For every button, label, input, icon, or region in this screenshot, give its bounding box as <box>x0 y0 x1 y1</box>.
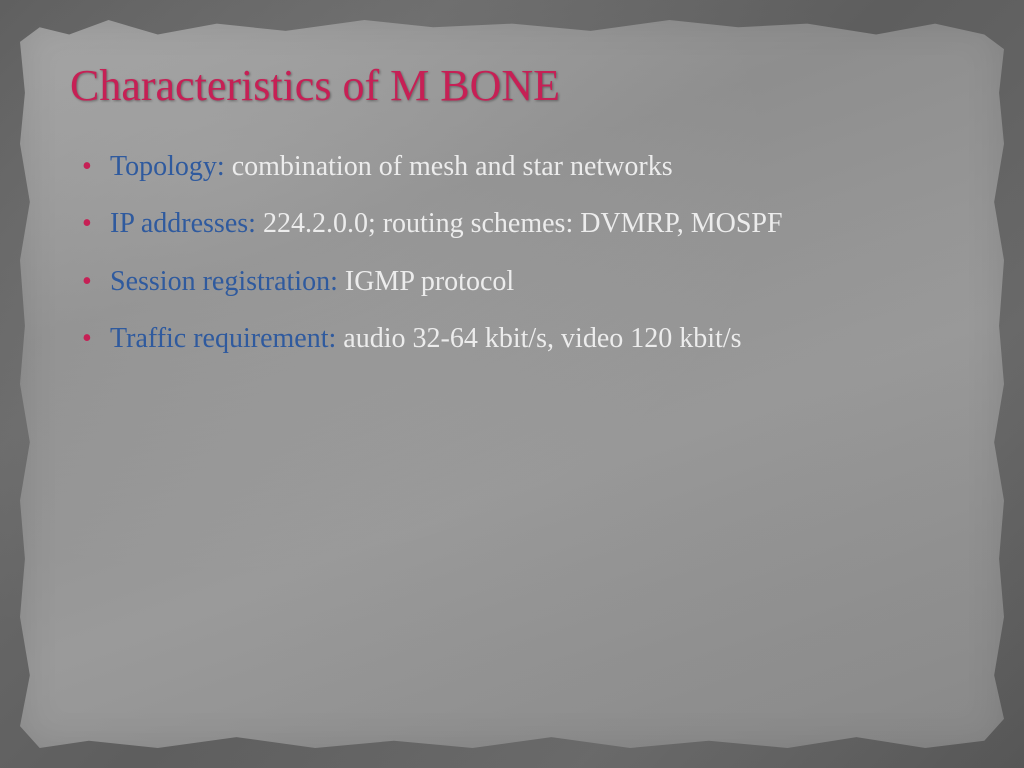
bullet-label: Topology: <box>110 151 225 182</box>
bullet-label: IP addresses: <box>110 208 256 239</box>
list-item: Session registration: IGMP protocol <box>78 260 954 303</box>
bullet-list: Topology: combination of mesh and star n… <box>70 145 954 361</box>
bullet-body: IGMP protocol <box>338 266 514 297</box>
bullet-body: 224.2.0.0; routing schemes: DVMRP, MOSPF <box>256 208 783 239</box>
bullet-label: Session registration: <box>110 266 338 297</box>
slide-title: Characteristics of M BONE <box>70 60 954 111</box>
bullet-body: audio 32-64 kbit/s, video 120 kbit/s <box>336 323 741 354</box>
bullet-label: Traffic requirement: <box>110 323 336 354</box>
list-item: Topology: combination of mesh and star n… <box>78 145 954 188</box>
slide-content: Characteristics of M BONE Topology: comb… <box>70 60 954 375</box>
list-item: IP addresses: 224.2.0.0; routing schemes… <box>78 202 954 245</box>
bullet-body: combination of mesh and star networks <box>225 151 673 182</box>
list-item: Traffic requirement: audio 32-64 kbit/s,… <box>78 317 954 360</box>
